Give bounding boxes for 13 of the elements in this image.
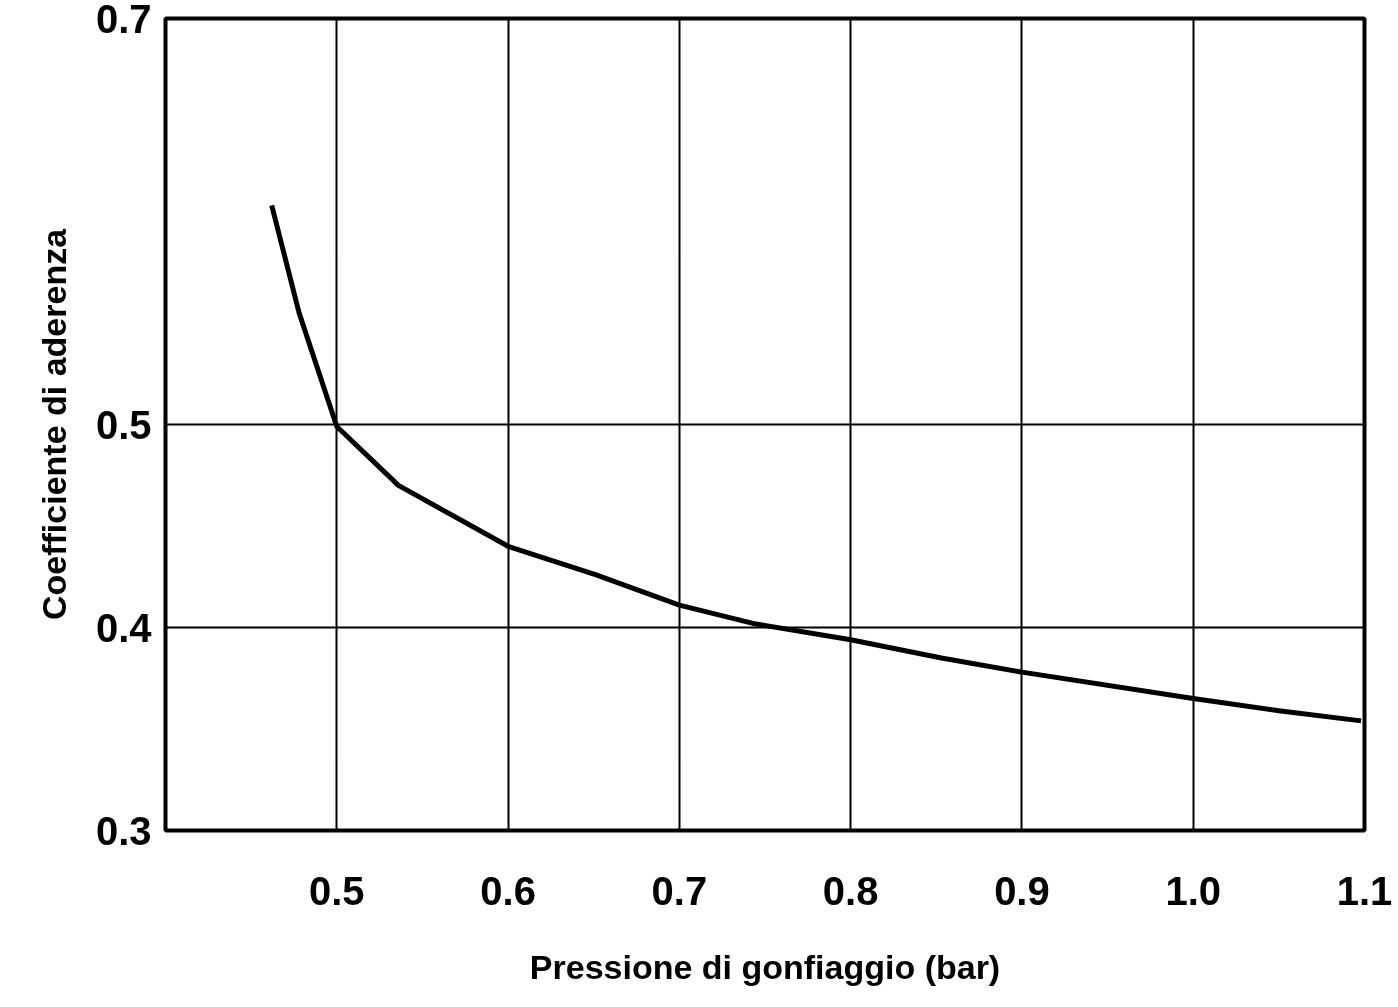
x-tick-label: 1.1 — [1336, 868, 1393, 913]
y-axis-title: Coefficiente di aderenza — [34, 227, 73, 621]
y-tick-label: 0.3 — [95, 808, 152, 853]
y-tick-label: 0.4 — [95, 605, 153, 650]
x-tick-label: 0.6 — [480, 868, 536, 913]
x-tick-label: 1.0 — [1165, 868, 1222, 913]
x-tick-label: 0.5 — [308, 868, 365, 913]
y-tick-label: 0.7 — [95, 0, 152, 41]
x-tick-label: 0.9 — [994, 868, 1050, 913]
y-tick-label: 0.5 — [95, 402, 152, 447]
x-tick-label: 0.7 — [651, 868, 708, 913]
x-axis-title: Pressione di gonfiaggio (bar) — [529, 947, 1001, 986]
x-tick-label: 0.8 — [822, 868, 879, 913]
